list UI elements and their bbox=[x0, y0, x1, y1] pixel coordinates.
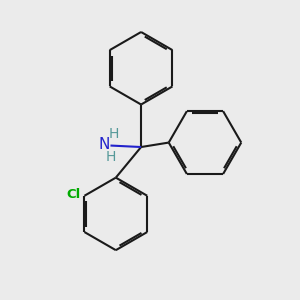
Text: N: N bbox=[99, 137, 110, 152]
Text: H: H bbox=[108, 127, 118, 141]
Text: H: H bbox=[105, 150, 116, 164]
Text: Cl: Cl bbox=[66, 188, 80, 201]
